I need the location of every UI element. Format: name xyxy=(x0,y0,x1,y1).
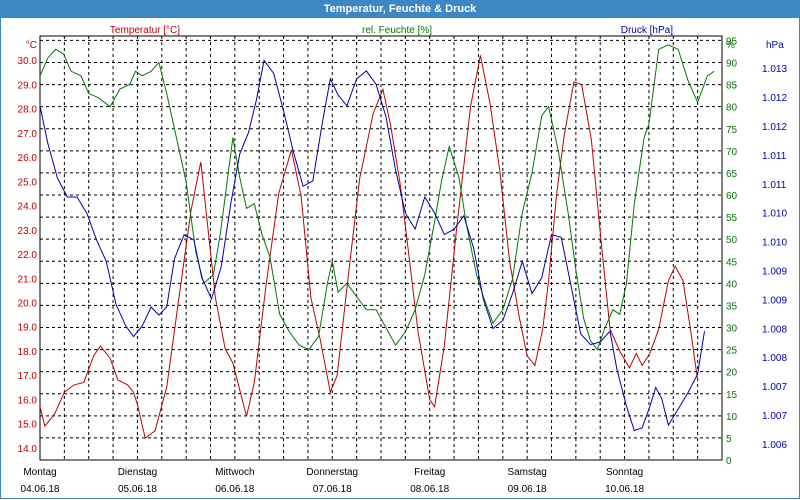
axes: 0 5 10 15 20 25 30 35 40 45 50 55 60 65 70 75 80 85 90 95% r… xyxy=(18,25,788,495)
x-tick-day-label: Montag xyxy=(23,467,56,478)
pressure-tick-label: 1.012 xyxy=(762,93,787,104)
pressure-tick-label: 1.012 xyxy=(762,122,787,133)
humidity-tick-label: 50 xyxy=(726,235,738,246)
temperature-tick-label: 28.0 xyxy=(18,105,38,116)
x-tick-date-label: 10.06.18 xyxy=(605,484,644,495)
pressure-tick-label: 1.008 xyxy=(762,324,787,335)
humidity-tick-label: 90 xyxy=(726,59,738,70)
temperature-tick-label: 16.0 xyxy=(18,395,38,406)
temperature-axis-title: Temperatur [°C] xyxy=(110,25,180,36)
humidity-tick-label: 55 xyxy=(726,213,738,224)
humidity-tick-label: 20 xyxy=(726,368,738,379)
temperature-unit-label: °C xyxy=(26,40,37,51)
chart-title: Temperatur, Feuchte & Druck xyxy=(0,0,800,18)
temperature-series-line xyxy=(39,55,699,440)
temperature-tick-label: 25.0 xyxy=(18,177,38,188)
x-tick-date-label: 04.06.18 xyxy=(21,484,60,495)
pressure-tick-label: 1.013 xyxy=(762,64,787,75)
x-tick-day-label: Freitag xyxy=(414,467,445,478)
temperature-tick-label: 22.0 xyxy=(18,250,38,261)
temperature-tick-label: 27.0 xyxy=(18,129,38,140)
humidity-tick-label: 60 xyxy=(726,191,738,202)
x-tick-date-label: 09.06.18 xyxy=(508,484,547,495)
humidity-tick-label: 85 xyxy=(726,81,738,92)
humidity-tick-label: 75 xyxy=(726,125,738,136)
temperature-tick-label: 15.0 xyxy=(18,420,38,431)
humidity-axis-title: rel. Feuchte [%] xyxy=(362,25,432,36)
x-tick-date-label: 08.06.18 xyxy=(410,484,449,495)
temperature-tick-label: 29.0 xyxy=(18,80,38,91)
x-tick-date-label: 07.06.18 xyxy=(313,484,352,495)
humidity-tick-label: 10 xyxy=(726,412,738,423)
pressure-tick-label: 1.006 xyxy=(762,440,787,451)
humidity-tick-label: 65 xyxy=(726,169,738,180)
pressure-tick-label: 1.007 xyxy=(762,382,787,393)
temperature-tick-label: 20.0 xyxy=(18,299,38,310)
temperature-tick-label: 21.0 xyxy=(18,274,38,285)
humidity-tick-label: 40 xyxy=(726,279,738,290)
pressure-tick-label: 1.011 xyxy=(762,151,787,162)
pressure-unit-label: hPa xyxy=(766,40,784,51)
temperature-tick-label: 30.0 xyxy=(18,56,38,67)
x-tick-day-label: Dienstag xyxy=(118,467,157,478)
pressure-series-line xyxy=(39,58,705,432)
x-tick-day-label: Donnerstag xyxy=(306,467,358,478)
plot-area xyxy=(39,35,723,461)
humidity-tick-label: 0 xyxy=(726,456,732,467)
x-tick-day-label: Mittwoch xyxy=(215,467,254,478)
x-tick-day-label: Samstag xyxy=(507,467,546,478)
temperature-tick-label: 24.0 xyxy=(18,202,38,213)
humidity-tick-label: 30 xyxy=(726,324,738,335)
humidity-series-line xyxy=(39,44,715,351)
pressure-tick-label: 1.010 xyxy=(762,209,787,220)
temperature-tick-label: 18.0 xyxy=(18,347,38,358)
humidity-tick-label: 45 xyxy=(726,257,738,268)
x-tick-date-label: 05.06.18 xyxy=(118,484,157,495)
pressure-tick-label: 1.007 xyxy=(762,411,787,422)
temperature-tick-label: 19.0 xyxy=(18,323,38,334)
pressure-tick-label: 1.011 xyxy=(762,180,787,191)
humidity-tick-label: 5 xyxy=(726,434,732,445)
pressure-axis-title: Druck [hPa] xyxy=(621,25,673,36)
pressure-tick-label: 1.009 xyxy=(762,267,787,278)
humidity-unit-label: % xyxy=(726,40,735,51)
temperature-tick-label: 17.0 xyxy=(18,371,38,382)
humidity-tick-label: 95 xyxy=(726,36,738,47)
x-tick-day-label: Sonntag xyxy=(606,467,643,478)
temperature-tick-label: 26.0 xyxy=(18,153,38,164)
humidity-tick-label: 35 xyxy=(726,301,738,312)
pressure-tick-label: 1.008 xyxy=(762,353,787,364)
pressure-tick-label: 1.010 xyxy=(762,238,787,249)
x-tick-date-label: 06.06.18 xyxy=(215,484,254,495)
humidity-tick-label: 70 xyxy=(726,147,738,158)
temperature-tick-label: 14.0 xyxy=(18,444,38,455)
humidity-tick-label: 25 xyxy=(726,346,738,357)
series-lines xyxy=(39,44,715,440)
temperature-tick-label: 23.0 xyxy=(18,226,38,237)
humidity-tick-label: 80 xyxy=(726,103,738,114)
humidity-tick-label: 15 xyxy=(726,390,738,401)
pressure-tick-label: 1.009 xyxy=(762,295,787,306)
